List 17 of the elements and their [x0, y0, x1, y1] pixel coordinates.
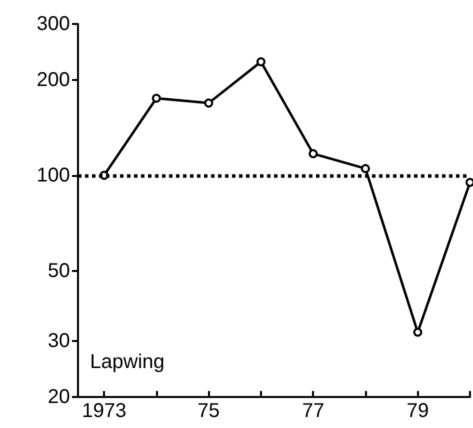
point: [152, 94, 161, 103]
y-tick-label: 50: [48, 260, 70, 282]
x-tick-label: 79: [406, 400, 429, 422]
x-tick-label: 77: [302, 400, 324, 422]
annotation: Lapwing: [90, 351, 165, 373]
point: [360, 164, 370, 174]
point: [256, 57, 266, 66]
point: [413, 328, 422, 337]
y-tick-label: 300: [36, 13, 70, 35]
point: [204, 98, 214, 108]
y-tick-label: 30: [48, 330, 70, 352]
x-tick-label: 75: [198, 400, 220, 422]
y-tick-label: 200: [36, 68, 70, 91]
x-tick-label: 1973: [82, 400, 126, 422]
point: [308, 149, 318, 158]
y-tick-label: 100: [36, 164, 70, 186]
y-tick-label: 20: [48, 386, 70, 408]
